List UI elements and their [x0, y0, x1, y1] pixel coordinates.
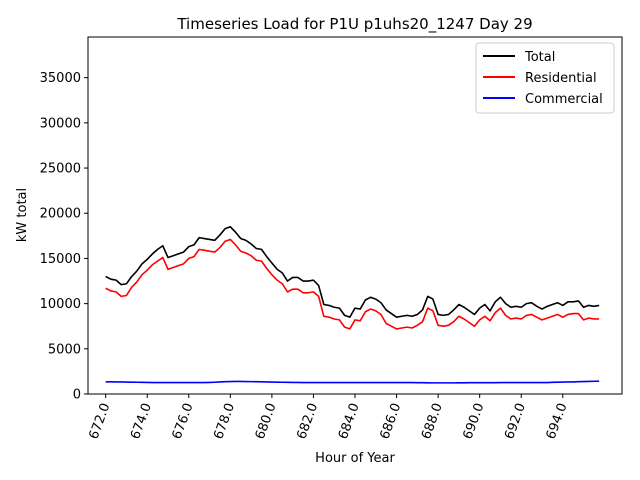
chart-legend: Total Residential Commercial [475, 42, 615, 114]
legend-frame [475, 42, 615, 114]
y-tick-label: 25000 [40, 162, 81, 177]
y-tick-label: 5000 [48, 342, 81, 357]
x-axis: 672.0 674.0 676.0 678.0 680.0 682.0 684.0 686.0… [87, 394, 571, 441]
x-tick-label: 682.0 [294, 401, 321, 441]
y-tick-label: 15000 [40, 252, 81, 267]
chart-title: Timeseries Load for P1U p1uhs20_1247 Day… [176, 15, 532, 34]
legend-label-residential: Residential [525, 71, 597, 86]
legend-label-commercial: Commercial [525, 92, 603, 107]
x-tick-label: 684.0 [336, 401, 363, 441]
x-axis-label: Hour of Year [315, 451, 395, 466]
series-line-residential [105, 238, 600, 330]
x-tick-label: 678.0 [211, 401, 238, 441]
y-tick-label: 35000 [40, 71, 81, 86]
x-tick-label: 676.0 [170, 401, 197, 441]
x-tick-label: 686.0 [377, 401, 404, 441]
series-line-commercial [105, 380, 600, 384]
x-tick-label: 674.0 [128, 401, 155, 441]
x-tick-label: 692.0 [502, 401, 529, 441]
legend-items: Total Residential Commercial [483, 50, 603, 107]
y-tick-label: 0 [73, 388, 81, 403]
legend-label-total: Total [524, 50, 555, 65]
y-axis-label: kW total [15, 188, 30, 242]
x-tick-label: 694.0 [544, 401, 571, 441]
series-line-total [105, 226, 600, 318]
y-axis: 0 5000 10000 15000 20000 25000 30000 35000 [40, 71, 88, 403]
y-tick-label: 10000 [40, 297, 81, 312]
x-tick-label: 680.0 [253, 401, 280, 441]
x-tick-label: 672.0 [87, 401, 114, 441]
y-tick-label: 30000 [40, 116, 81, 131]
y-tick-label: 20000 [40, 207, 81, 222]
series-layer [105, 226, 600, 384]
x-tick-label: 688.0 [419, 401, 446, 441]
x-tick-label: 690.0 [461, 401, 488, 441]
